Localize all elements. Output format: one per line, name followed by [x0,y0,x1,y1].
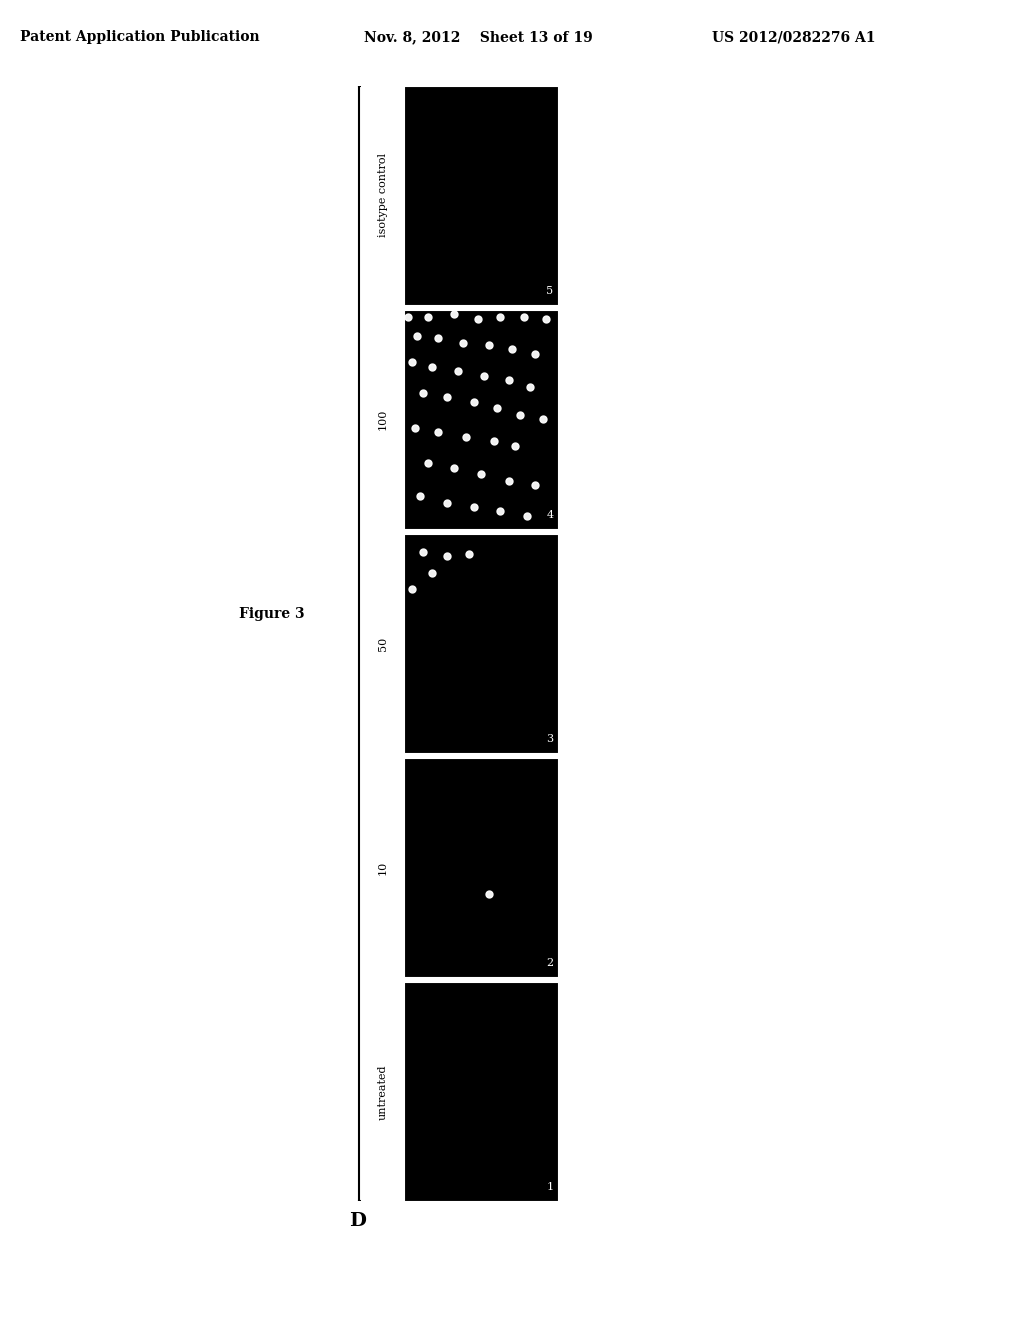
Text: 5: 5 [547,286,553,296]
Text: 50: 50 [378,636,388,651]
Text: untreated: untreated [378,1064,388,1119]
Text: 3: 3 [547,734,553,744]
Text: Patent Application Publication: Patent Application Publication [20,30,260,45]
Text: isotype control: isotype control [378,153,388,238]
Text: 100: 100 [378,409,388,430]
Text: 10: 10 [378,861,388,875]
Text: US 2012/0282276 A1: US 2012/0282276 A1 [712,30,876,45]
Text: 1: 1 [547,1183,553,1192]
Text: Nov. 8, 2012    Sheet 13 of 19: Nov. 8, 2012 Sheet 13 of 19 [364,30,592,45]
Text: D: D [349,1212,366,1230]
Text: 2: 2 [547,958,553,969]
Text: 4: 4 [547,510,553,520]
Text: Figure 3: Figure 3 [239,607,304,620]
